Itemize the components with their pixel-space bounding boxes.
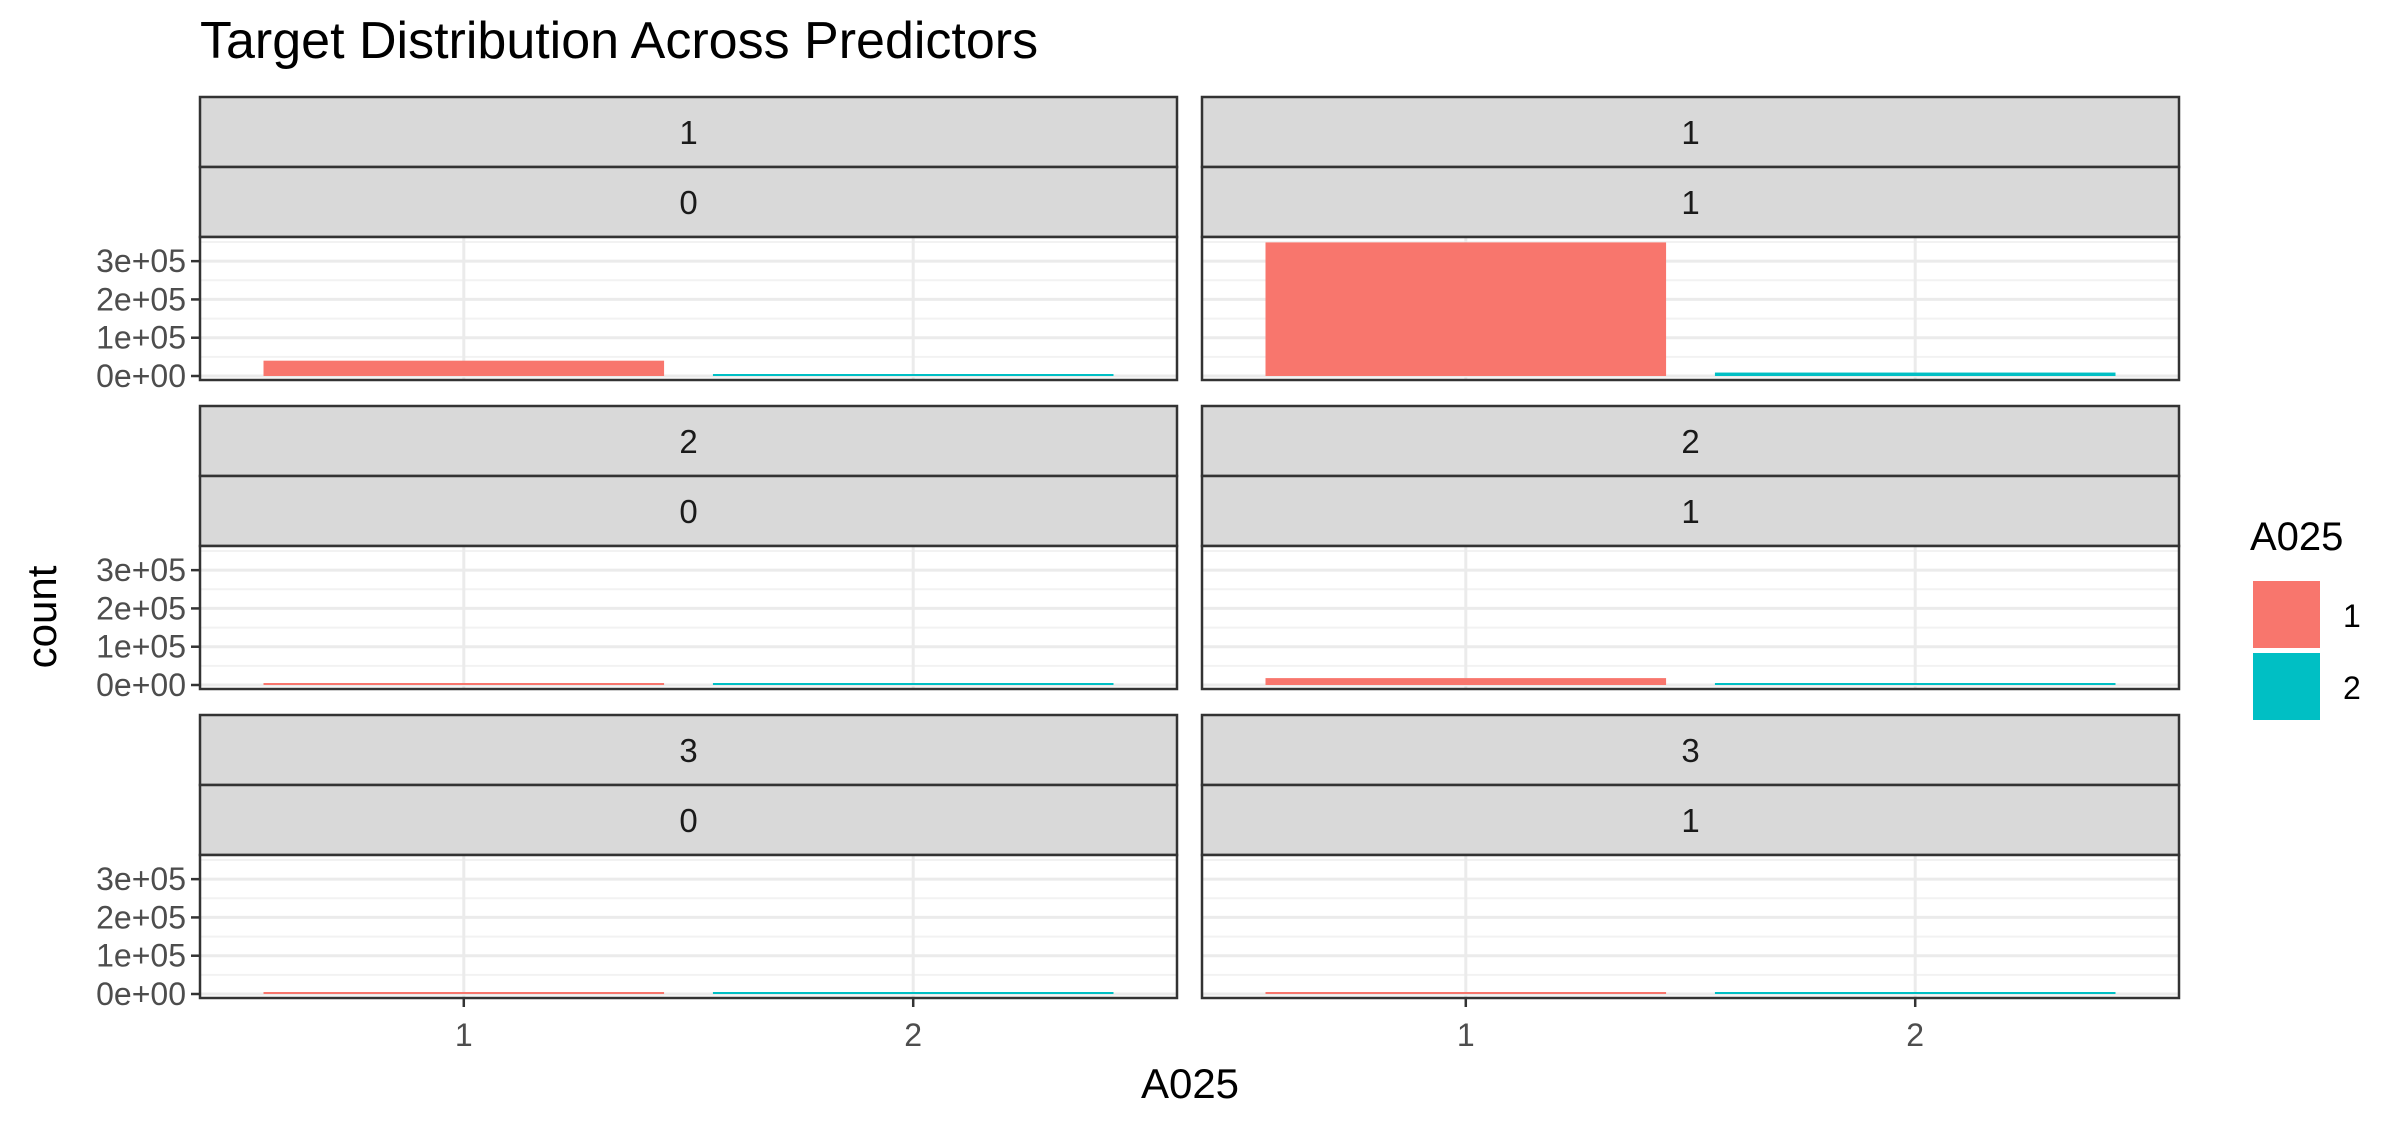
facet-strip — [1200, 713, 2181, 787]
facet-strip-label: 1 — [1681, 802, 1699, 839]
plot-background — [200, 237, 1177, 380]
bar-2 — [1714, 992, 2116, 994]
panel-border — [1200, 544, 2181, 691]
bar-1 — [1265, 678, 1667, 685]
plot-background — [1202, 855, 2179, 998]
facet-strip — [1200, 404, 2181, 478]
facet-strip — [198, 783, 1179, 857]
bar-2 — [712, 683, 1114, 685]
y-tick-label: 3e+05 — [96, 861, 186, 897]
bar-1 — [263, 992, 665, 994]
facet-strip-label: 0 — [679, 493, 697, 530]
bar-1 — [263, 360, 665, 376]
plot-background — [1202, 546, 2179, 689]
legend-label-2: 2 — [2343, 670, 2361, 706]
facet-strip — [198, 404, 1179, 478]
plot-background — [200, 546, 1177, 689]
x-tick-label: 1 — [455, 1017, 473, 1053]
y-tick-label: 0e+00 — [96, 667, 186, 703]
panel-border — [198, 235, 1179, 382]
legend-key-1 — [2253, 581, 2320, 648]
bar-2 — [712, 992, 1114, 994]
x-tick-label: 2 — [904, 1017, 922, 1053]
bar-2 — [1714, 372, 2116, 376]
facet-strip — [1200, 474, 2181, 548]
facet-panel: 3 1 1 2 — [1200, 713, 2181, 1053]
facet-strip-label: 3 — [1681, 732, 1699, 769]
panel-border — [1200, 235, 2181, 382]
facet-strip — [1200, 783, 2181, 857]
y-tick-label: 2e+05 — [96, 590, 186, 626]
bar-1 — [1265, 992, 1667, 994]
chart-title: Target Distribution Across Predictors — [200, 12, 1038, 70]
y-tick-label: 1e+05 — [96, 938, 186, 974]
facet-strip — [198, 474, 1179, 548]
bar-2 — [1714, 683, 2116, 685]
y-tick-label: 1e+05 — [96, 320, 186, 356]
facet-strip-label: 1 — [1681, 493, 1699, 530]
facet-strip-label: 2 — [1681, 423, 1699, 460]
facet-strip-label: 2 — [679, 423, 697, 460]
facet-strip-label: 0 — [679, 184, 697, 221]
panel-border — [1200, 853, 2181, 1000]
legend-label-1: 1 — [2343, 598, 2361, 634]
facet-panels: 100e+001e+052e+053e+0511200e+001e+052e+0… — [96, 95, 2181, 1053]
legend-key-2 — [2253, 653, 2320, 720]
facet-strip-label: 1 — [1681, 184, 1699, 221]
y-tick-label: 0e+00 — [96, 976, 186, 1012]
facet-strip — [198, 165, 1179, 239]
bar-1 — [263, 683, 665, 685]
facet-panel: 21 — [1200, 404, 2181, 691]
y-tick-label: 2e+05 — [96, 281, 186, 317]
panel-border — [198, 544, 1179, 691]
y-tick-label: 2e+05 — [96, 899, 186, 935]
facet-strip-label: 1 — [679, 114, 697, 151]
plot-background — [200, 855, 1177, 998]
y-tick-label: 3e+05 — [96, 552, 186, 588]
facet-strip — [1200, 95, 2181, 169]
y-tick-label: 0e+00 — [96, 358, 186, 394]
facet-strip — [198, 95, 1179, 169]
y-axis-label: count — [18, 565, 65, 668]
y-tick-label: 3e+05 — [96, 243, 186, 279]
y-tick-label: 1e+05 — [96, 629, 186, 665]
x-tick-label: 1 — [1457, 1017, 1475, 1053]
facet-strip-label: 1 — [1681, 114, 1699, 151]
facet-panel: 11 — [1200, 95, 2181, 382]
facet-strip-label: 0 — [679, 802, 697, 839]
bar-1 — [1265, 242, 1667, 376]
facet-strip-label: 3 — [679, 732, 697, 769]
x-axis-label: A025 — [1141, 1060, 1239, 1107]
panel-border — [198, 853, 1179, 1000]
facet-strip — [1200, 165, 2181, 239]
x-tick-label: 2 — [1906, 1017, 1924, 1053]
legend: A025 1 2 — [2250, 515, 2361, 720]
legend-title: A025 — [2250, 515, 2343, 559]
facet-strip — [198, 713, 1179, 787]
bar-2 — [712, 374, 1114, 376]
